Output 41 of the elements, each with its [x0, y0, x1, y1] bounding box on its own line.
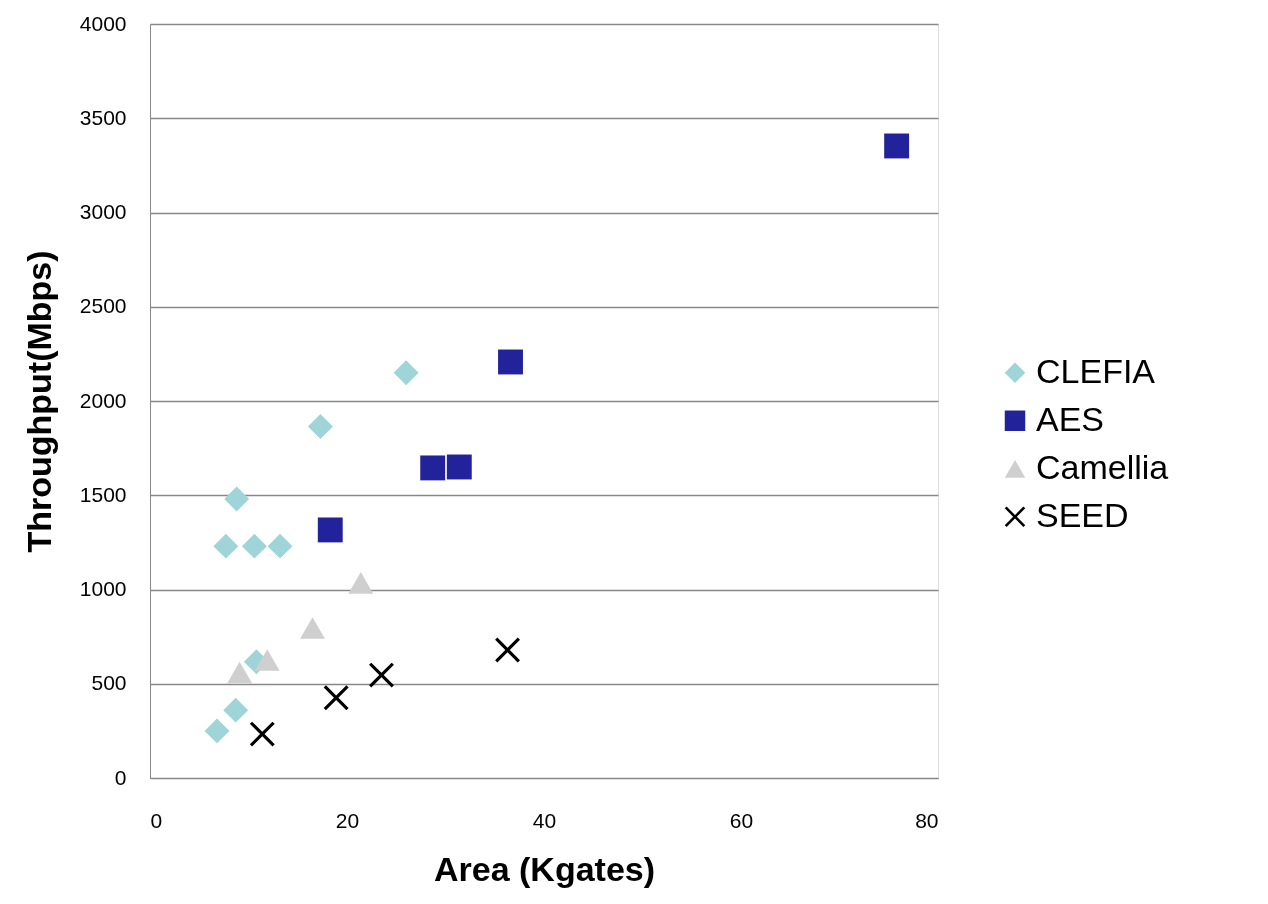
- legend-label: AES: [1036, 399, 1105, 438]
- x-tick-label: 80: [915, 808, 939, 832]
- y-tick-label: 3500: [79, 105, 127, 129]
- legend-label: CLEFIA: [1036, 351, 1156, 390]
- y-tick-label: 3000: [79, 200, 127, 223]
- x-tick-label: 40: [532, 808, 557, 832]
- y-tick-label: 0: [114, 765, 127, 789]
- point: [495, 637, 520, 663]
- y-tick-label: 1000: [79, 577, 127, 600]
- point: [249, 721, 275, 747]
- point: [223, 697, 249, 723]
- point: [323, 685, 349, 711]
- point: [300, 617, 325, 639]
- y-tick-label: 1500: [79, 482, 127, 506]
- y-tick-label: 2500: [79, 294, 127, 318]
- y-tick-label: 2000: [79, 388, 127, 412]
- point: [227, 661, 253, 684]
- point: [204, 718, 230, 744]
- point: [393, 360, 419, 386]
- point: [317, 517, 343, 543]
- point: [884, 133, 910, 159]
- y-tick-label: 4000: [79, 11, 127, 35]
- x-tick-label: 60: [729, 808, 754, 832]
- point: [348, 572, 374, 594]
- point: [446, 454, 472, 480]
- x-tick-label: 0: [150, 808, 163, 832]
- point: [254, 649, 280, 671]
- x-axis-title: Area (Kgates): [433, 849, 656, 888]
- point: [307, 414, 333, 439]
- y-axis-title: Throughput(Mbps): [19, 250, 58, 553]
- point: [369, 662, 394, 688]
- point: [241, 533, 267, 559]
- y-tick-label: 500: [91, 671, 127, 695]
- legend-label: SEED: [1036, 495, 1129, 534]
- legend-label: Camellia: [1036, 447, 1169, 486]
- point: [420, 455, 446, 481]
- x-tick-label: 20: [335, 808, 360, 832]
- point: [224, 486, 250, 512]
- point: [267, 533, 293, 559]
- point: [213, 533, 239, 559]
- point: [498, 349, 523, 375]
